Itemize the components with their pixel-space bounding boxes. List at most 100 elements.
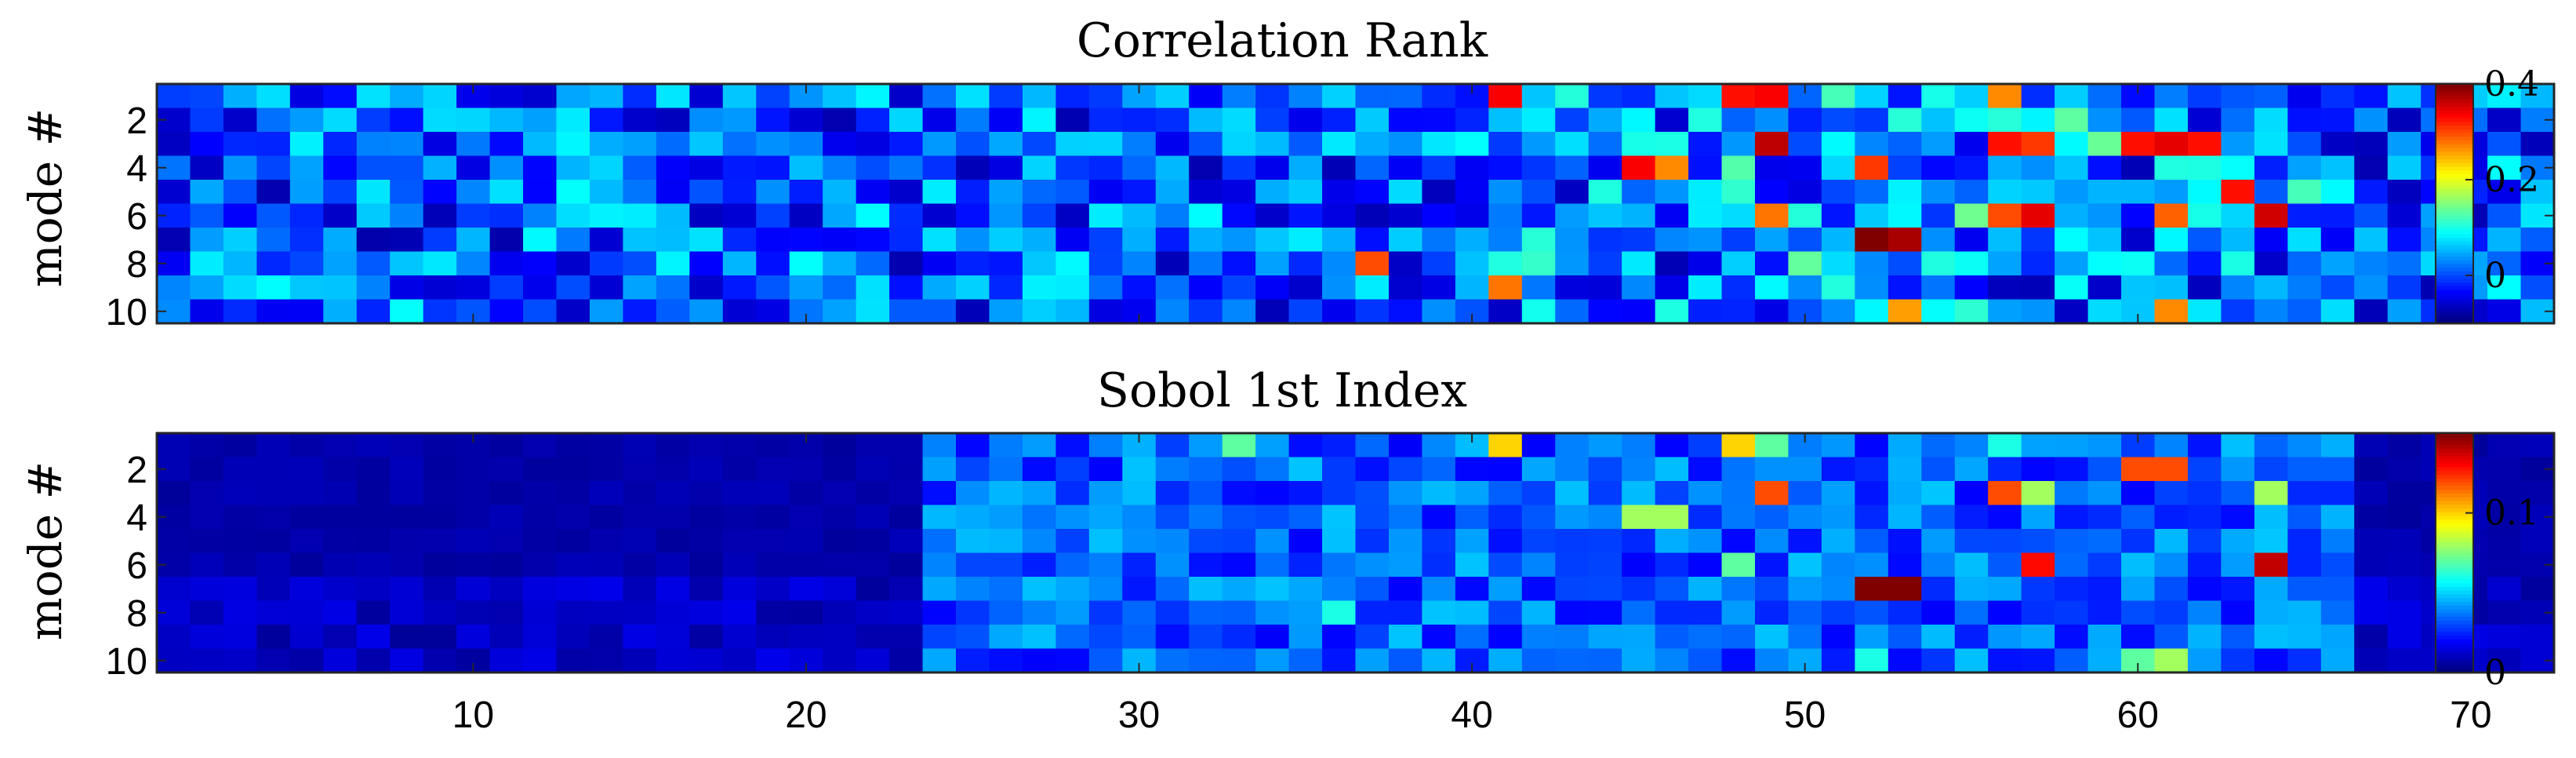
heatmap-cell (190, 251, 224, 276)
heatmap-cell (356, 600, 391, 625)
heatmap-cell (1189, 529, 1223, 554)
heatmap-cell (1655, 251, 1689, 276)
heatmap-cell (1988, 552, 2022, 578)
heatmap-cell (1622, 108, 1656, 133)
heatmap-cell (2254, 625, 2288, 650)
colorbar-segment (2436, 244, 2473, 250)
heatmap-cell (2287, 132, 2322, 157)
heatmap-cell (2354, 180, 2389, 205)
heatmap-cell (1288, 625, 1323, 650)
heatmap-cell (1921, 577, 1956, 602)
heatmap-cell (1189, 600, 1223, 625)
colorbar-segment (2436, 233, 2473, 238)
heatmap-cell (956, 552, 990, 578)
heatmap-cell (589, 275, 624, 301)
heatmap-cell (1622, 529, 1656, 554)
heatmap-cell (1122, 251, 1157, 276)
heatmap-cell (756, 529, 790, 554)
colorbar-segment (2436, 448, 2473, 453)
heatmap-cell (2320, 577, 2355, 602)
heatmap-cell (656, 433, 690, 458)
heatmap-cell (2320, 228, 2355, 253)
heatmap-cell (456, 155, 491, 180)
colorbar-segment (2436, 646, 2473, 651)
heatmap-cell (1388, 108, 1423, 133)
heatmap-cell (922, 299, 957, 324)
heatmap-cell (2287, 251, 2322, 276)
colorbar-segment (2436, 620, 2473, 625)
heatmap-cell (1688, 203, 1723, 228)
heatmap-cell (1388, 552, 1423, 578)
heatmap-cell (2487, 155, 2522, 180)
heatmap-cell (2055, 648, 2089, 673)
heatmap-cell (423, 251, 457, 276)
heatmap-cell (523, 275, 558, 301)
heatmap-cell (223, 299, 257, 324)
heatmap-cell (1355, 228, 1390, 253)
heatmap-cell (489, 251, 524, 276)
heatmap-cell (289, 505, 324, 530)
heatmap-cell (1088, 457, 1123, 482)
colorbar-segment (2436, 162, 2473, 167)
colorbar-segment (2436, 478, 2473, 483)
heatmap-cell (989, 481, 1023, 506)
colorbar-segment (2436, 571, 2473, 576)
heatmap-cell (1022, 600, 1056, 625)
colorbar-segment (2436, 481, 2473, 487)
heatmap-cell (489, 505, 524, 530)
heatmap-cell (922, 228, 957, 253)
heatmap-cell (1322, 251, 1357, 276)
heatmap-cell (2287, 600, 2322, 625)
heatmap-cell (1355, 251, 1390, 276)
heatmap-cell (1755, 203, 1789, 228)
heatmap-cell (1688, 457, 1723, 482)
heatmap-cell (1255, 155, 1290, 180)
heatmap-cell (1921, 648, 1956, 673)
heatmap-cell (1721, 600, 1756, 625)
heatmap-cell (323, 600, 358, 625)
heatmap-cell (1887, 457, 1922, 482)
colorbar-segment (2436, 282, 2473, 286)
heatmap-cell (2055, 108, 2089, 133)
heatmap-cell (390, 203, 424, 228)
heatmap-cell (456, 481, 491, 506)
heatmap-cell (856, 529, 890, 554)
heatmap-cell (789, 251, 823, 276)
heatmap-cell (523, 299, 558, 324)
heatmap-cell (1555, 481, 1590, 506)
heatmap-cell (1622, 155, 1656, 180)
heatmap-cell (1488, 132, 1523, 157)
heatmap-cell (1055, 203, 1090, 228)
heatmap-cell (1255, 299, 1290, 324)
heatmap-cell (956, 275, 990, 301)
heatmap-cell (756, 108, 790, 133)
heatmap-cell (1055, 275, 1090, 301)
heatmap-cell (1688, 600, 1723, 625)
heatmap-cell (1288, 457, 1323, 482)
heatmap-cell (1588, 505, 1622, 530)
heatmap-cell (1055, 228, 1090, 253)
heatmap-cell (1022, 275, 1056, 301)
heatmap-cell (2021, 132, 2055, 157)
heatmap-cell (1088, 481, 1123, 506)
heatmap-cell (2221, 275, 2255, 301)
heatmap-cell (423, 529, 457, 554)
heatmap-cell (2254, 132, 2288, 157)
heatmap-cell (1887, 155, 1922, 180)
heatmap-cell (756, 228, 790, 253)
heatmap-cell (456, 600, 491, 625)
heatmap-cell (256, 155, 291, 180)
heatmap-cell (956, 299, 990, 324)
heatmap-cell (656, 577, 690, 602)
heatmap-cell (2021, 457, 2055, 482)
heatmap-cell (1055, 180, 1090, 205)
heatmap-cell (1921, 155, 1956, 180)
heatmap-cell (2154, 433, 2189, 458)
heatmap-cell (489, 132, 524, 157)
heatmap-cell (289, 600, 324, 625)
colorbar-segment (2436, 312, 2473, 317)
heatmap-cell (623, 299, 657, 324)
heatmap-cell (323, 577, 358, 602)
heatmap-cell (656, 251, 690, 276)
heatmap-cell (1322, 577, 1357, 602)
